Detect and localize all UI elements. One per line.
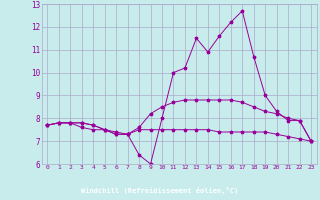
Text: Windchill (Refroidissement éolien,°C): Windchill (Refroidissement éolien,°C)	[81, 186, 239, 194]
